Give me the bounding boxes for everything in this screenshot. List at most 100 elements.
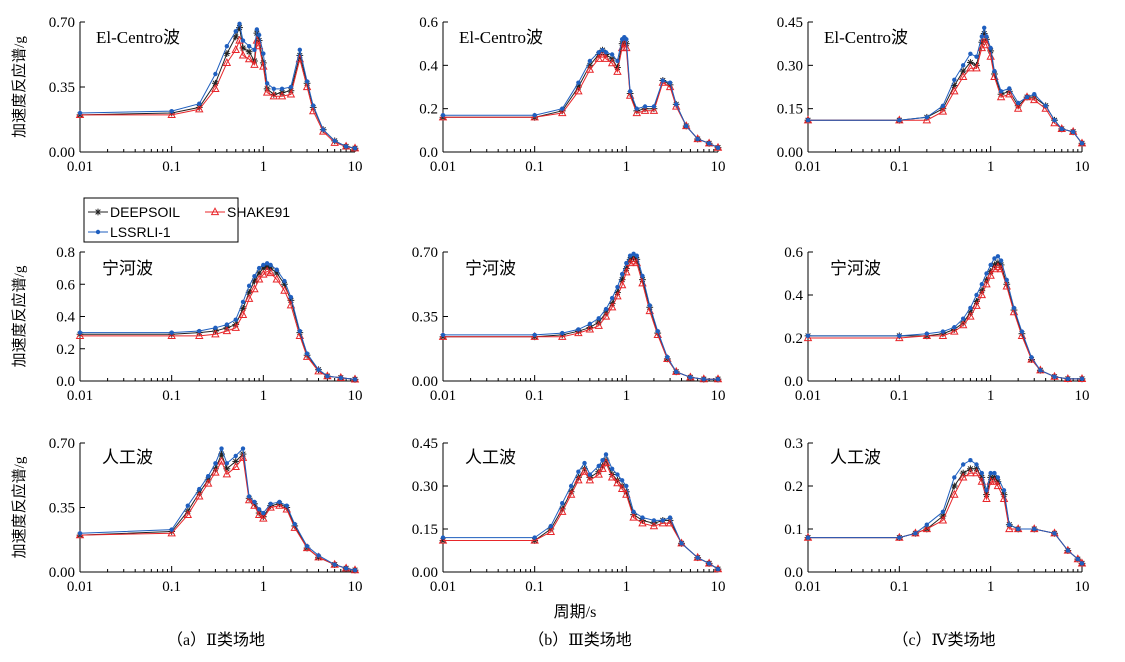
data-point <box>566 489 576 498</box>
data-point <box>272 274 281 283</box>
data-point <box>895 333 904 342</box>
x-tick-label: 10 <box>348 388 363 404</box>
data-point <box>958 72 968 80</box>
data-point <box>197 328 202 334</box>
wave-label: El-Centro波 <box>96 28 180 47</box>
data-point <box>634 106 639 111</box>
data-point <box>950 489 959 498</box>
series-shake91 <box>75 452 360 574</box>
column-title-a: （a）Ⅱ类场地 <box>167 631 265 649</box>
data-point <box>594 320 603 329</box>
data-point <box>222 326 232 335</box>
data-point <box>197 486 202 492</box>
data-point <box>966 468 975 477</box>
series-lsssrli <box>77 21 358 151</box>
series-lsssrli <box>440 34 721 150</box>
data-point <box>952 325 957 330</box>
data-point <box>576 469 581 474</box>
data-point <box>897 118 902 123</box>
data-point <box>995 254 1001 259</box>
data-point <box>651 518 657 523</box>
data-point <box>587 58 593 64</box>
data-point <box>304 544 310 549</box>
data-point <box>665 354 670 360</box>
data-point <box>922 115 932 124</box>
data-point <box>438 112 448 121</box>
x-tick-label: 0.1 <box>890 388 909 404</box>
data-point <box>601 53 611 62</box>
data-point <box>238 310 248 318</box>
data-point <box>695 555 700 560</box>
data-point <box>532 112 537 118</box>
data-point <box>574 86 583 95</box>
data-point <box>609 52 615 57</box>
wave-label: El-Centro波 <box>459 28 543 47</box>
data-point <box>601 311 611 320</box>
data-point <box>632 108 642 117</box>
data-point <box>995 475 1001 480</box>
data-point <box>316 367 321 372</box>
data-point <box>982 279 991 288</box>
data-point <box>982 25 987 30</box>
x-tick-label: 0.1 <box>162 388 181 404</box>
series-lsssrli <box>77 446 358 573</box>
data-point <box>546 527 556 535</box>
series-lsssrli <box>805 254 1085 382</box>
data-point <box>1030 95 1039 104</box>
x-tick-label: 1 <box>260 579 268 595</box>
data-point <box>992 470 997 476</box>
x-tick-label: 1 <box>987 159 995 175</box>
data-point <box>576 327 581 332</box>
data-point <box>558 108 567 117</box>
data-point <box>988 470 993 476</box>
data-point <box>325 373 330 379</box>
series-line <box>808 459 1083 564</box>
y-tick-label: 0.2 <box>784 331 803 347</box>
data-point <box>984 488 989 493</box>
data-point <box>665 518 675 527</box>
series-line <box>443 453 719 570</box>
data-point <box>653 330 662 339</box>
y-tick-label: 0.2 <box>419 102 438 118</box>
data-point <box>560 330 565 336</box>
data-point <box>233 29 238 34</box>
data-point <box>167 528 176 537</box>
data-point <box>261 51 266 56</box>
x-tick-label: 0.01 <box>67 159 93 175</box>
data-point <box>256 265 262 271</box>
data-point <box>993 262 1003 271</box>
wave-label: 宁河波 <box>830 259 881 278</box>
data-point <box>284 503 289 508</box>
data-point <box>613 66 622 75</box>
data-point <box>1065 548 1071 553</box>
y-tick-label: 0.2 <box>784 479 803 495</box>
data-point <box>1052 531 1057 536</box>
legend-marker-lsssrli <box>95 229 101 235</box>
x-tick-label: 1 <box>987 388 995 404</box>
legend-marker-glyph <box>95 229 101 235</box>
data-point <box>1029 355 1034 360</box>
data-point <box>922 330 932 339</box>
data-point <box>254 510 264 518</box>
data-point <box>195 491 204 500</box>
x-tick-label: 0.01 <box>67 388 93 404</box>
data-point <box>974 462 979 467</box>
data-point <box>246 494 252 499</box>
data-point <box>1059 126 1064 132</box>
data-point <box>311 103 316 108</box>
data-point <box>169 108 174 114</box>
y-tick-label: 0.35 <box>49 80 75 96</box>
data-point <box>338 375 344 380</box>
data-point <box>343 566 349 571</box>
data-point <box>288 294 294 300</box>
data-point <box>805 333 811 339</box>
data-point <box>169 330 174 335</box>
legend-marker-deepsoil <box>94 208 102 216</box>
data-point <box>640 105 650 114</box>
y-tick-label: 0.30 <box>777 58 803 74</box>
data-point <box>607 58 617 67</box>
data-point <box>984 34 989 39</box>
x-tick-label: 0.01 <box>795 388 821 404</box>
data-point <box>1004 277 1009 283</box>
